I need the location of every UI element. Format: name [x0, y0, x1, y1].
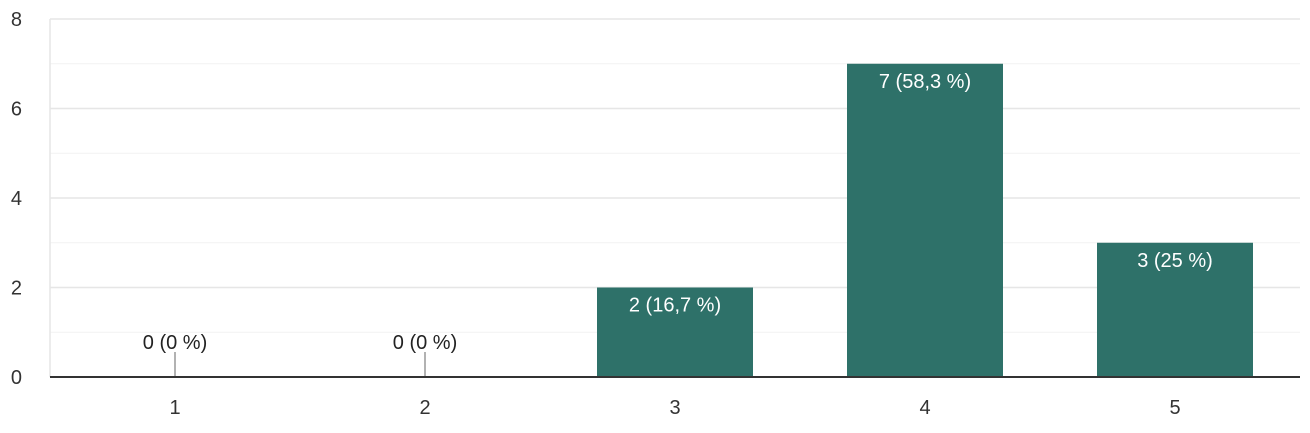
bar: [597, 287, 753, 377]
bar-data-label: 0 (0 %): [143, 332, 207, 354]
y-tick-label: 4: [11, 188, 22, 210]
x-tick-label: 3: [669, 397, 680, 419]
bar: [847, 63, 1003, 377]
bar-data-label: 0 (0 %): [393, 332, 457, 354]
y-tick-label: 6: [11, 99, 22, 121]
bar-data-label: 3 (25 %): [1137, 250, 1213, 272]
x-tick-label: 2: [419, 397, 430, 419]
y-tick-label: 2: [11, 278, 22, 300]
bar-data-label: 7 (58,3 %): [879, 71, 971, 93]
bar-data-label: 2 (16,7 %): [629, 295, 721, 317]
y-tick-label: 8: [11, 9, 22, 31]
x-tick-label: 1: [169, 397, 180, 419]
x-tick-label: 5: [1169, 397, 1180, 419]
y-tick-label: 0: [11, 367, 22, 389]
bar: [1097, 242, 1253, 377]
x-tick-label: 4: [919, 397, 930, 419]
